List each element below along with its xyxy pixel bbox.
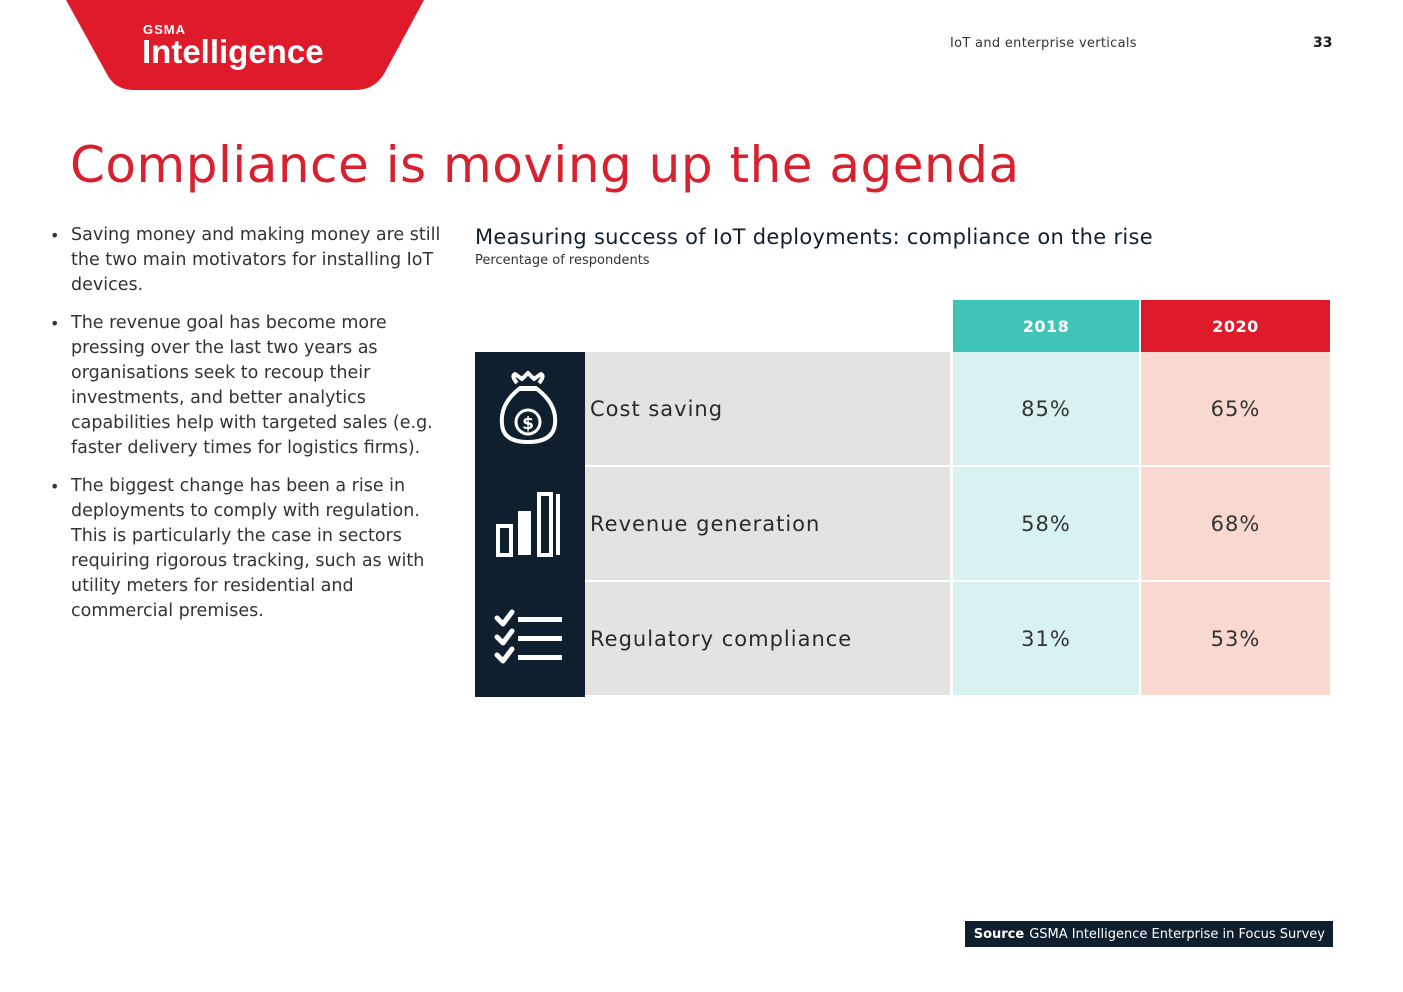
bullet-list: • Saving money and making money are still…	[50, 223, 460, 637]
source-footnote: Source GSMA Intelligence Enterprise in Fo…	[965, 921, 1333, 947]
bullet-dot-icon: •	[50, 477, 60, 496]
value-2018: 58%	[953, 467, 1139, 580]
table-row: Cost saving 85% 65%	[585, 352, 1330, 465]
row-label: Revenue generation	[590, 511, 821, 536]
bar-chart-icon	[475, 467, 585, 580]
logo-gsma-text: GSMA	[143, 22, 186, 37]
row-label-cell: Revenue generation	[585, 467, 950, 580]
table-row: Revenue generation 58% 68%	[585, 467, 1330, 580]
chart-title: Measuring success of IoT deployments: co…	[475, 225, 1153, 249]
source-text: GSMA Intelligence Enterprise in Focus Su…	[1029, 926, 1325, 942]
page-number: 33	[1313, 35, 1333, 51]
row-label-cell: Regulatory compliance	[585, 582, 950, 695]
bullet-item: • The biggest change has been a rise in d…	[50, 474, 460, 624]
column-header-2018: 2018	[953, 300, 1139, 352]
value-2020: 65%	[1141, 352, 1330, 465]
money-bag-icon: $	[475, 352, 585, 465]
gsma-intelligence-logo: GSMA Intelligence	[66, 0, 424, 90]
bullet-dot-icon: •	[50, 314, 60, 333]
row-label: Cost saving	[590, 396, 724, 421]
value-2020: 68%	[1141, 467, 1330, 580]
value-2018: 85%	[953, 352, 1139, 465]
value-2018: 31%	[953, 582, 1139, 695]
header-section-title: IoT and enterprise verticals	[950, 36, 1137, 51]
value-2020: 53%	[1141, 582, 1330, 695]
chart-subtitle: Percentage of respondents	[475, 253, 650, 268]
table-row: Regulatory compliance 31% 53%	[585, 582, 1330, 695]
logo-shape	[66, 0, 424, 90]
bullet-text: The revenue goal has become more pressin…	[71, 313, 433, 458]
row-label-cell: Cost saving	[585, 352, 950, 465]
svg-text:$: $	[522, 414, 534, 434]
bullet-item: • The revenue goal has become more pressi…	[50, 311, 460, 461]
row-label: Regulatory compliance	[590, 626, 853, 651]
column-header-2020: 2020	[1141, 300, 1330, 352]
page-title: Compliance is moving up the agenda	[70, 136, 1020, 194]
logo-intelligence-text: Intelligence	[142, 33, 324, 70]
bullet-text: The biggest change has been a rise in de…	[71, 476, 425, 621]
bullet-text: Saving money and making money are still …	[71, 225, 441, 295]
bullet-item: • Saving money and making money are still…	[50, 223, 460, 298]
source-label: Source	[973, 926, 1025, 942]
checklist-icon	[475, 582, 585, 695]
bullet-dot-icon: •	[50, 226, 60, 245]
